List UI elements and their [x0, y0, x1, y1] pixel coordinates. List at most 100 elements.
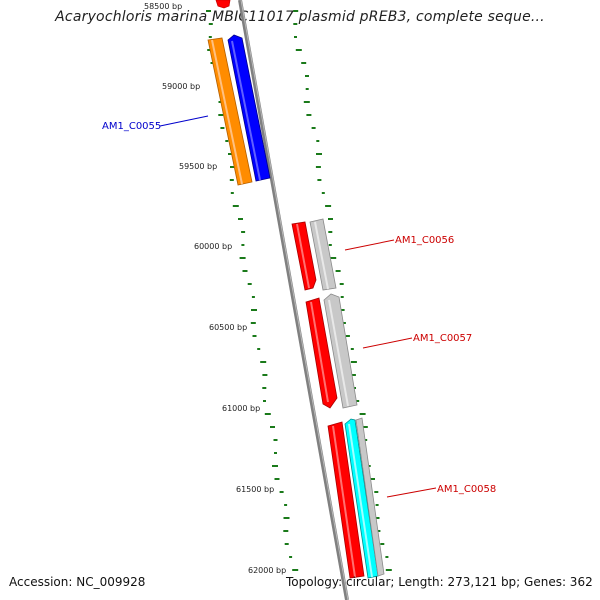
- gc-dash: [375, 504, 379, 506]
- gc-dash: [242, 270, 248, 272]
- gc-dash: [335, 270, 341, 272]
- accession-label: Accession: NC_009928: [9, 575, 146, 589]
- gc-dash: [251, 296, 255, 298]
- tick-label: 59000 bp: [162, 82, 200, 91]
- gc-dash: [359, 413, 366, 415]
- gc-dash: [264, 413, 271, 415]
- gc-dash: [385, 556, 389, 558]
- gene-am1-c0058-cyan[interactable]: [344, 418, 379, 579]
- gc-dash: [230, 192, 234, 194]
- gc-dash: [257, 348, 261, 350]
- gc-dash: [301, 62, 307, 64]
- gc-dash: [225, 140, 229, 142]
- gc-dash: [283, 530, 289, 532]
- map-title: Acaryochloris marina MBIC11017 plasmid p…: [55, 9, 545, 25]
- gc-dash: [370, 478, 375, 480]
- gc-dash: [208, 23, 213, 25]
- gc-dash: [317, 179, 322, 181]
- gc-dash: [270, 426, 275, 428]
- gc-dash: [262, 387, 267, 389]
- gc-dash: [311, 127, 316, 129]
- gc-dash: [263, 400, 266, 402]
- gc-dash: [218, 114, 224, 116]
- gene-am1-c0058-gray[interactable]: [355, 417, 385, 577]
- gc-dash: [295, 49, 302, 51]
- gc-dash: [272, 465, 278, 467]
- gc-dash: [229, 179, 234, 181]
- gc-dash: [284, 504, 288, 506]
- gc-dash: [338, 309, 345, 311]
- gc-dash: [274, 478, 280, 480]
- gene-am1-c0058-red[interactable]: [327, 421, 365, 579]
- gene-label-am1-c0058[interactable]: AM1_C0058: [386, 484, 496, 498]
- gene-am1-c0055-orange[interactable]: [207, 37, 253, 186]
- tick-label: 60500 bp: [209, 323, 247, 332]
- gene-label-am1-c0057[interactable]: AM1_C0057: [362, 333, 472, 349]
- gc-dash: [292, 569, 299, 571]
- gc-dash: [305, 75, 309, 77]
- gc-dash: [328, 218, 333, 220]
- gc-dash: [315, 166, 321, 168]
- gc-dash: [250, 322, 256, 324]
- gc-dash: [208, 36, 212, 38]
- tick-label: 62000 bp: [248, 566, 286, 575]
- gc-dash: [305, 88, 309, 90]
- gc-dash: [252, 335, 257, 337]
- tick-label: 58500 bp: [144, 2, 182, 11]
- gc-dash: [260, 361, 267, 363]
- gc-dash: [262, 374, 268, 376]
- gc-dash: [328, 244, 332, 246]
- gc-dash: [321, 192, 325, 194]
- gc-dash: [230, 166, 235, 168]
- gc-dash: [283, 517, 290, 519]
- gene-am1-c0057-red[interactable]: [305, 297, 338, 409]
- gc-dash: [316, 140, 320, 142]
- sequence-backbone-highlight: [240, 0, 349, 600]
- gc-dash: [279, 491, 284, 493]
- gc-dash: [362, 426, 368, 428]
- gc-dash: [380, 543, 385, 545]
- gc-dash: [294, 36, 297, 38]
- gene-am1-c0056-red[interactable]: [291, 221, 317, 291]
- gc-dash: [241, 231, 246, 233]
- gc-dash: [303, 101, 310, 103]
- gc-dash: [339, 283, 344, 285]
- gc-dash: [247, 283, 252, 285]
- gc-dash: [284, 543, 289, 545]
- gc-dash: [330, 257, 337, 259]
- gc-dash: [274, 452, 277, 454]
- gc-dash: [328, 231, 333, 233]
- gc-dash: [345, 335, 350, 337]
- gene-label-am1-c0056[interactable]: AM1_C0056: [344, 235, 454, 251]
- gene-label-text: AM1_C0057: [413, 333, 472, 344]
- gene-am1-c0055-blue[interactable]: [227, 34, 271, 182]
- gc-dash: [350, 348, 354, 350]
- gene-label-am1-c0055[interactable]: AM1_C0055: [102, 115, 209, 132]
- gc-dash: [232, 205, 239, 207]
- position-ticks: 58500 bp 59000 bp 59500 bp 60000 bp 6050…: [144, 2, 286, 575]
- gc-dash: [289, 556, 293, 558]
- gene-am1-c0056-gray[interactable]: [309, 218, 337, 291]
- tick-label: 60000 bp: [194, 242, 232, 251]
- gene-label-text: AM1_C0056: [395, 235, 454, 246]
- gc-dash: [350, 374, 356, 376]
- gc-dash: [206, 10, 211, 12]
- gc-dash: [220, 127, 225, 129]
- gc-dash: [238, 218, 243, 220]
- gc-dash: [356, 400, 360, 402]
- gc-dash: [340, 296, 344, 298]
- gene-am1-c0057-gray[interactable]: [323, 293, 358, 409]
- gc-dash: [306, 114, 312, 116]
- gene-label-text: AM1_C0058: [437, 484, 496, 495]
- tick-label: 61000 bp: [222, 404, 260, 413]
- gc-dash: [374, 491, 379, 493]
- tick-label: 59500 bp: [179, 162, 217, 171]
- gc-dash: [316, 153, 322, 155]
- gene-label-text: AM1_C0055: [102, 121, 161, 132]
- gc-dash: [228, 153, 234, 155]
- sequence-backbone: [238, 0, 349, 600]
- gene-feature-partial-top[interactable]: [215, 0, 231, 9]
- gc-dash: [273, 439, 278, 441]
- gc-dash: [385, 569, 392, 571]
